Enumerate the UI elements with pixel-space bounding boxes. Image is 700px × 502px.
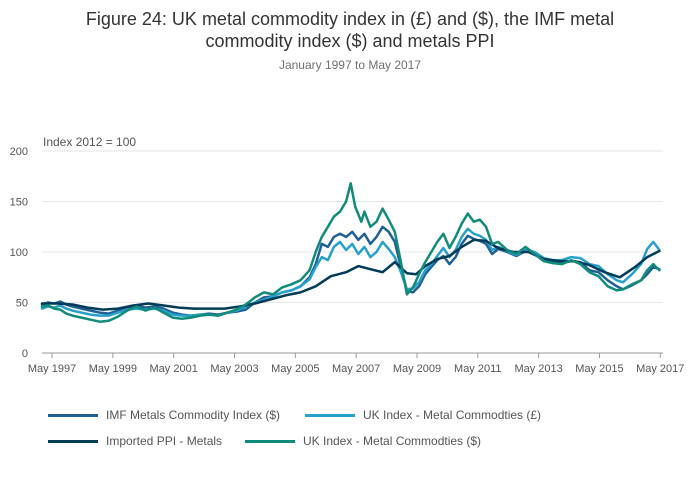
x-tick-label: May 2017 [636,363,684,375]
legend-swatch [245,439,295,443]
x-tick-label: May 2015 [575,363,623,375]
gridlines [42,150,663,303]
axes: 0 50 100 150 200 May 1997 May 1999 May 2001 May … [10,146,685,375]
x-tick-label: May 2013 [514,363,562,375]
legend-item-uk-usd[interactable]: UK Index - Metal Commodties ($) [245,434,481,448]
legend-label: IMF Metals Commodity Index ($) [106,408,281,422]
legend-label: Imported PPI - Metals [106,434,223,448]
x-tick-label: May 2001 [150,363,198,375]
x-tick-label: May 2003 [210,363,258,375]
chart-subtitle: January 1997 to May 2017 [278,58,422,72]
line-chart: 0 50 100 150 200 May 1997 May 1999 May 2001 May … [10,135,685,375]
y-tick-label: 200 [10,146,28,158]
legend-swatch [48,439,98,443]
series-line [40,182,661,323]
y-tick-label: 100 [10,247,28,259]
y-tick-label: 50 [16,298,28,310]
series-line [40,238,661,311]
legend-label: UK Index - Metal Commodties (£) [363,408,542,422]
legend-item-uk-gbp[interactable]: UK Index - Metal Commodties (£) [305,408,541,422]
y-axis-unit-label: Index 2012 = 100 [43,135,136,149]
x-tick-label: May 1997 [28,363,76,375]
x-tick-label: May 2007 [332,363,380,375]
legend: IMF Metals Commodity Index ($) UK Index … [0,402,700,462]
x-tick-label: May 1999 [89,363,137,375]
chart-title-line-2: commodity index ($) and metals PPI [205,31,495,51]
legend-swatch [305,413,355,417]
legend-swatch [48,413,98,417]
chart-title-line-1: Figure 24: UK metal commodity index in (… [85,9,615,29]
legend-label: UK Index - Metal Commodties ($) [303,434,482,448]
y-tick-label: 150 [10,197,28,209]
series-lines [40,182,661,323]
y-tick-label: 0 [22,348,28,360]
legend-item-ppi[interactable]: Imported PPI - Metals [48,434,222,448]
x-tick-label: May 2011 [454,363,502,375]
chart-title: Figure 24: UK metal commodity index in (… [0,8,700,52]
x-tick-label: May 2005 [271,363,319,375]
legend-item-imf[interactable]: IMF Metals Commodity Index ($) [48,408,280,422]
x-tick-label: May 2009 [393,363,441,375]
